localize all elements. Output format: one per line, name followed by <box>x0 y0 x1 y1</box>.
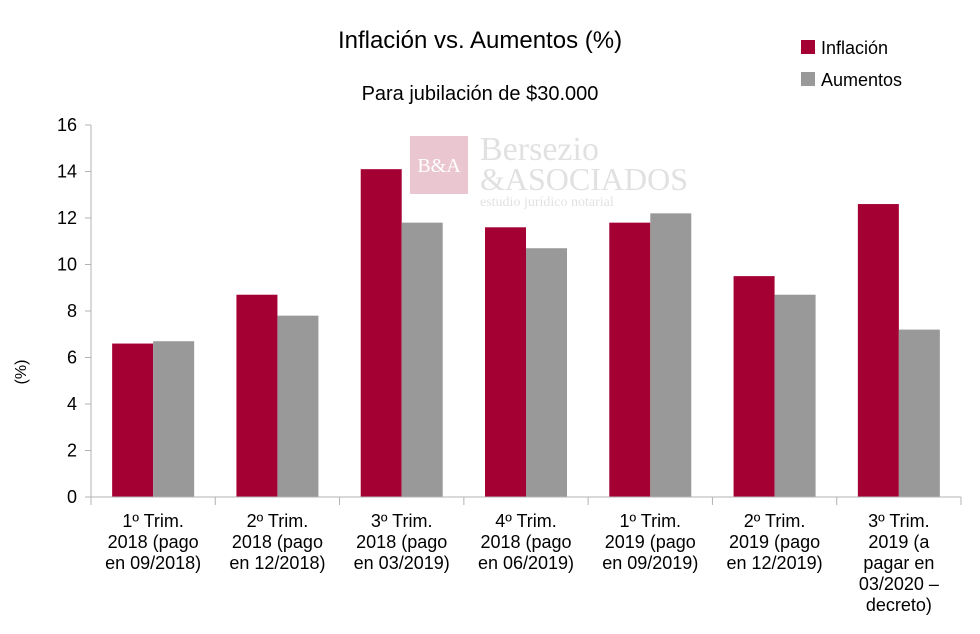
legend-swatch <box>801 40 815 54</box>
y-axis: 0 2 4 6 8 10 12 14 16 <box>57 115 92 507</box>
x-tick-label-line: en 03/2019) <box>354 553 450 573</box>
bar-inflaci-n-1 <box>236 294 278 497</box>
x-tick-label-line: 2019 (a <box>868 532 930 552</box>
x-tick-label-line: 2019 (pago <box>605 532 696 552</box>
y-tick-label: 8 <box>67 301 77 321</box>
bar-aumentos-5 <box>774 294 816 497</box>
watermark-line2: &ASOCIADOS <box>480 161 688 197</box>
x-tick-label-line: 1º Trim. <box>619 511 681 531</box>
x-tick-label-line: 1º Trim. <box>122 511 184 531</box>
x-tick-label-line: 3º Trim. <box>868 511 930 531</box>
legend: Inflación Aumentos <box>801 38 902 90</box>
bar-inflaci-n-2 <box>360 169 402 498</box>
y-tick-label: 14 <box>57 162 77 182</box>
x-tick-label-line: en 12/2018) <box>229 553 325 573</box>
x-tick-label-line: pagar en <box>863 553 934 573</box>
x-tick-label: 4º Trim. 2018 (pago en 06/2019) <box>478 511 574 573</box>
x-tick-label-line: decreto) <box>866 595 932 615</box>
chart-title: Inflación vs. Aumentos (%) <box>338 27 622 54</box>
y-tick-label: 0 <box>67 487 77 507</box>
x-tick-label-line: 2º Trim. <box>744 511 806 531</box>
bar-inflaci-n-3 <box>485 227 526 498</box>
legend-label: Aumentos <box>821 70 902 90</box>
bar-aumentos-3 <box>526 248 567 497</box>
x-tick-label: 1º Trim. 2018 (pago en 09/2018) <box>105 511 201 573</box>
x-tick-label-line: 2º Trim. <box>247 511 309 531</box>
bar-aumentos-0 <box>153 341 195 497</box>
watermark-line3: estudio jurídico notarial <box>480 195 614 210</box>
y-tick-label: 12 <box>57 208 77 228</box>
x-tick-label: 3º Trim. 2018 (pago en 03/2019) <box>354 511 450 573</box>
x-tick-label: 1º Trim. 2019 (pago en 09/2019) <box>602 511 698 573</box>
legend-label: Inflación <box>821 38 888 58</box>
x-axis: 1º Trim. 2018 (pago en 09/2018)2º Trim. 201… <box>90 496 962 615</box>
x-tick-label-line: en 06/2019) <box>478 553 574 573</box>
x-tick-label-line: 4º Trim. <box>495 511 557 531</box>
y-tick-label: 10 <box>57 255 77 275</box>
bar-inflaci-n-4 <box>609 222 651 497</box>
bars <box>112 169 940 498</box>
x-tick-label: 2º Trim. 2019 (pago en 12/2019) <box>727 511 823 573</box>
bar-aumentos-6 <box>898 329 940 497</box>
legend-swatch <box>801 72 815 86</box>
bar-aumentos-1 <box>277 315 319 497</box>
x-tick-label-line: 2018 (pago <box>232 532 323 552</box>
y-tick-label: 16 <box>57 115 77 135</box>
bar-inflaci-n-0 <box>112 343 154 497</box>
x-tick-label: 3º Trim. 2019 (a pagar en 03/2020 – decreto) <box>859 511 939 615</box>
x-tick-label-line: 2018 (pago <box>356 532 447 552</box>
watermark-logo-box <box>410 136 468 194</box>
bar-aumentos-2 <box>401 222 443 497</box>
x-tick-label-line: 03/2020 – <box>859 574 939 594</box>
y-axis-label: (%) <box>13 360 30 385</box>
y-tick-label: 2 <box>67 441 77 461</box>
y-tick-label: 4 <box>67 394 77 414</box>
bar-inflaci-n-5 <box>733 276 775 497</box>
x-tick-label-line: 2018 (pago <box>480 532 571 552</box>
x-tick-label-line: 2018 (pago <box>108 532 199 552</box>
bar-inflaci-n-6 <box>857 204 899 498</box>
watermark: B&A Bersezio &ASOCIADOS estudio jurídico… <box>410 131 688 210</box>
x-tick-label-line: en 09/2018) <box>105 553 201 573</box>
y-tick-label: 6 <box>67 348 77 368</box>
watermark-line1: Bersezio <box>480 131 599 168</box>
x-tick-label: 2º Trim. 2018 (pago en 12/2018) <box>229 511 325 573</box>
watermark-logo-text: B&A <box>417 155 461 177</box>
x-tick-label-line: en 09/2019) <box>602 553 698 573</box>
x-tick-label-line: en 12/2019) <box>727 553 823 573</box>
x-tick-label-line: 2019 (pago <box>729 532 820 552</box>
chart-subtitle: Para jubilación de $30.000 <box>362 83 599 105</box>
x-tick-label-line: 3º Trim. <box>371 511 433 531</box>
bar-aumentos-4 <box>650 213 692 497</box>
